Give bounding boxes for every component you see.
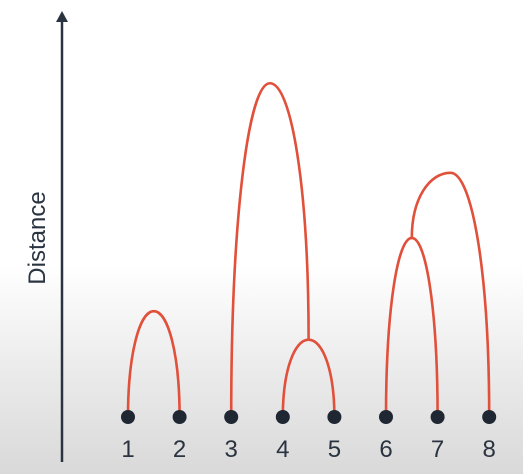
dendrogram-leaves: [121, 410, 497, 424]
leaf-point-7: [430, 410, 445, 424]
merge-arc-m67: [384, 236, 439, 419]
leaf-point-8: [482, 410, 497, 424]
y-axis-arrowhead: [56, 11, 68, 22]
leaf-label-7: 7: [431, 436, 444, 463]
leaf-label-5: 5: [328, 436, 341, 463]
merge-arc-m678: [410, 171, 491, 419]
leaf-label-3: 3: [225, 436, 238, 463]
leaf-point-2: [172, 410, 187, 424]
leaf-label-4: 4: [276, 436, 289, 463]
y-axis-label: Distance: [24, 191, 51, 284]
merge-arc-m45: [281, 338, 336, 419]
leaf-label-6: 6: [379, 436, 392, 463]
leaf-label-1: 1: [121, 436, 134, 463]
leaf-point-3: [224, 410, 239, 424]
merge-arc-m12: [126, 309, 181, 419]
leaf-point-5: [327, 410, 342, 424]
merge-arc-m345: [229, 81, 310, 419]
leaf-label-8: 8: [483, 436, 496, 463]
leaf-label-2: 2: [173, 436, 186, 463]
leaf-point-6: [379, 410, 393, 424]
leaf-point-4: [275, 410, 290, 424]
dendrogram-leaf-labels: 1 2 3 4 5 6 7 8: [121, 436, 496, 463]
leaf-point-1: [121, 410, 135, 424]
dendrogram-branches: [126, 81, 491, 419]
